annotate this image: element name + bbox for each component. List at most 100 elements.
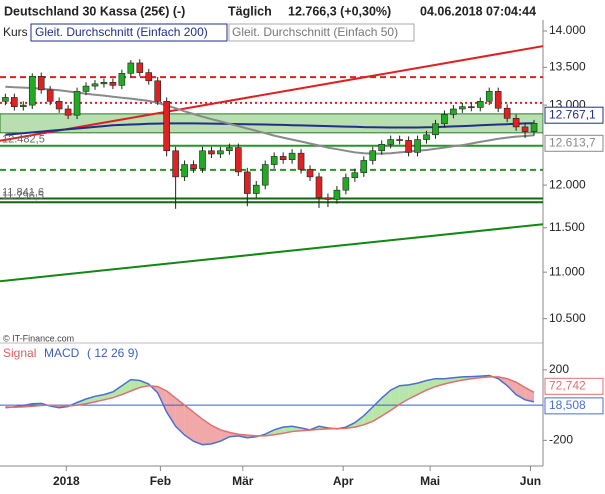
legend-box bbox=[30, 23, 228, 42]
candle-body bbox=[261, 164, 269, 186]
candle-body bbox=[315, 176, 323, 199]
macd-fill bbox=[220, 429, 230, 442]
macd-line bbox=[5, 374, 535, 446]
candle-body bbox=[378, 144, 386, 152]
macd-plot bbox=[0, 374, 543, 446]
y-tick-label: 13.500 bbox=[549, 60, 586, 74]
y-tick-label: -200 bbox=[549, 433, 573, 447]
legend-box bbox=[228, 23, 415, 42]
candle-body bbox=[414, 139, 421, 153]
x-tick-label: Mai bbox=[420, 474, 440, 488]
candle-body bbox=[28, 76, 36, 106]
candle-body bbox=[387, 139, 394, 145]
macd-fill bbox=[184, 405, 194, 442]
candle-body bbox=[154, 80, 162, 102]
quote: 12.766,3 (+0,30%) bbox=[288, 4, 391, 18]
candle-body bbox=[360, 160, 368, 174]
candle-body bbox=[11, 97, 18, 107]
candle-body bbox=[485, 91, 493, 102]
macd-params: ( 12 26 9) bbox=[87, 346, 138, 360]
candle-body bbox=[324, 197, 332, 200]
level-label: 11.841,6 bbox=[2, 186, 44, 198]
instrument: Deutschland 30 Kassa (25€) (-) bbox=[4, 4, 185, 18]
y-tick-label: 11.000 bbox=[549, 264, 585, 278]
candle-body bbox=[172, 150, 179, 178]
candle-body bbox=[297, 152, 305, 170]
x-tick-label: Mär bbox=[232, 474, 254, 488]
candle-body bbox=[476, 100, 484, 108]
price-plot bbox=[0, 45, 543, 283]
value-label: 72,742 bbox=[549, 378, 586, 392]
value-label: 18,508 bbox=[549, 398, 586, 412]
candle-body bbox=[100, 82, 108, 85]
value-label-box bbox=[544, 397, 604, 415]
candle-body bbox=[459, 106, 466, 110]
candle-body bbox=[512, 117, 520, 128]
candle-body bbox=[37, 76, 45, 91]
candle-body bbox=[64, 108, 72, 116]
macd-fill bbox=[507, 378, 517, 395]
candle-body bbox=[244, 171, 251, 194]
macd-fill bbox=[202, 419, 212, 445]
value-label-box bbox=[544, 377, 604, 395]
level-label: 12.482,5 bbox=[2, 134, 45, 146]
macd-fill bbox=[121, 379, 131, 395]
candle-body bbox=[468, 106, 475, 108]
candle-body bbox=[351, 172, 359, 178]
candle-body bbox=[109, 82, 117, 86]
value-label: 12.613,7 bbox=[549, 135, 596, 149]
candle-body bbox=[73, 91, 81, 116]
candle-body bbox=[118, 73, 126, 86]
candle-body bbox=[441, 114, 448, 125]
candle-body bbox=[503, 107, 511, 119]
legend-entry: Gleit. Durchschnitt (Einfach 50) bbox=[232, 25, 398, 39]
candle-body bbox=[521, 126, 529, 132]
legend-entry: MACD bbox=[44, 346, 80, 360]
legend-entry: Signal bbox=[3, 346, 36, 360]
candle-body bbox=[46, 89, 54, 102]
macd-fill bbox=[193, 412, 203, 445]
y-tick-label: 14.000 bbox=[549, 23, 586, 37]
macd-fill bbox=[175, 398, 185, 436]
timestamp: 04.06.2018 07:04:44 bbox=[420, 4, 536, 18]
trend-line bbox=[0, 223, 543, 283]
legend-entry: Gleit. Durchschnitt (Einfach 200) bbox=[35, 25, 208, 39]
macd-fill bbox=[399, 384, 409, 405]
legend-entry: Kurs bbox=[3, 25, 28, 39]
macd-fill bbox=[363, 406, 373, 425]
value-label: 12.767,1 bbox=[549, 107, 596, 121]
candle-body bbox=[423, 134, 430, 140]
moving-average bbox=[5, 85, 535, 155]
level-label: 11.796,5 bbox=[2, 190, 44, 202]
candle-body bbox=[145, 72, 153, 82]
trend-line bbox=[0, 45, 543, 142]
support-band bbox=[0, 113, 543, 134]
candle-body bbox=[136, 62, 144, 73]
candle-body bbox=[432, 123, 439, 136]
y-tick-label: 12.000 bbox=[549, 177, 586, 191]
candle-body bbox=[396, 139, 403, 141]
macd-fill bbox=[354, 415, 364, 428]
macd-fill bbox=[211, 425, 221, 444]
candle-body bbox=[199, 150, 206, 169]
candle-body bbox=[181, 164, 188, 178]
copyright: © IT-Finance.com bbox=[3, 333, 74, 343]
y-tick-label: 10.500 bbox=[549, 311, 586, 325]
candle-body bbox=[82, 85, 90, 92]
candle-body bbox=[91, 83, 99, 87]
candle-body bbox=[306, 169, 314, 178]
y-tick-label: 11.500 bbox=[549, 220, 585, 234]
candle-body bbox=[190, 164, 197, 169]
y-tick-label: 200 bbox=[549, 362, 569, 376]
candle-body bbox=[530, 122, 538, 132]
candle-body bbox=[342, 177, 350, 191]
macd-fill bbox=[372, 398, 382, 422]
candle-body bbox=[333, 189, 341, 200]
x-tick-label: Apr bbox=[333, 474, 354, 488]
candle-body bbox=[450, 108, 457, 115]
period: Täglich bbox=[228, 4, 272, 18]
candle-body bbox=[163, 100, 170, 152]
candle-body bbox=[2, 97, 9, 102]
candle-body bbox=[494, 91, 502, 109]
macd-fill bbox=[274, 427, 284, 435]
